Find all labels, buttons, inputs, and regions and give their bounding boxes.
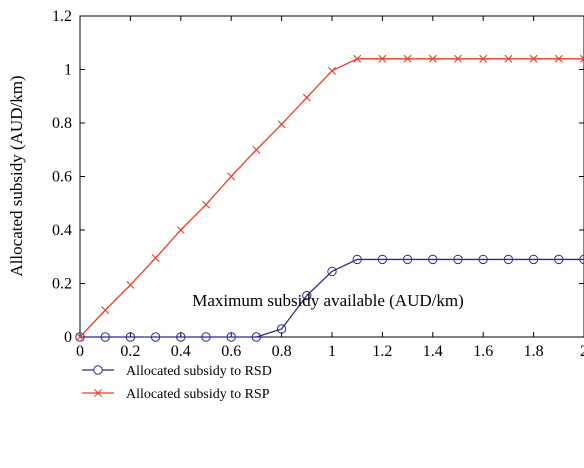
data-point xyxy=(529,54,538,63)
data-point xyxy=(554,254,564,265)
data-point xyxy=(176,332,186,342)
data-point xyxy=(328,66,336,75)
data-point xyxy=(101,306,110,315)
data-point xyxy=(453,254,463,265)
legend-item: Allocated subsidy to RSP xyxy=(82,387,270,402)
data-point xyxy=(276,324,287,334)
y-tick-label: 0.8 xyxy=(52,115,72,132)
data-point xyxy=(125,332,136,342)
data-point xyxy=(353,54,362,63)
data-point xyxy=(580,54,584,63)
legend-marker xyxy=(93,365,103,375)
data-point xyxy=(503,254,514,265)
data-point xyxy=(454,54,462,63)
data-point xyxy=(302,290,312,301)
data-point xyxy=(528,254,539,265)
series-rsd xyxy=(75,254,584,342)
data-point xyxy=(252,145,261,154)
data-point xyxy=(554,54,563,63)
y-axis-label: Allocated subsidy (AUD/km) xyxy=(7,75,26,276)
y-tick-label: 1.2 xyxy=(52,8,72,25)
data-point xyxy=(352,254,362,265)
series-line xyxy=(80,258,584,338)
data-point xyxy=(251,332,262,342)
data-point xyxy=(202,200,210,209)
legend-item: Allocated subsidy to RSD xyxy=(82,364,272,379)
legend: Allocated subsidy to RSD Allocated subsid… xyxy=(82,364,272,402)
x-tick-label: 0.2 xyxy=(120,343,140,360)
plot-frame xyxy=(79,15,584,338)
data-point xyxy=(478,254,488,265)
x-tick-label: 1.8 xyxy=(524,343,544,360)
x-tick-label: 2 xyxy=(580,343,584,360)
series-rsp xyxy=(76,54,584,341)
x-tick-label: 1.6 xyxy=(473,343,493,360)
data-point xyxy=(327,266,337,277)
data-point xyxy=(76,333,84,341)
data-point xyxy=(428,54,437,63)
data-point xyxy=(201,332,211,342)
y-tick-label: 1 xyxy=(64,62,72,79)
legend-label: Allocated subsidy to RSP xyxy=(126,387,270,402)
data-point xyxy=(226,332,236,342)
data-point xyxy=(504,54,513,63)
data-point xyxy=(100,332,110,342)
data-point xyxy=(277,120,286,129)
data-point xyxy=(176,226,185,234)
x-tick-label: 1.4 xyxy=(423,343,443,360)
data-point xyxy=(75,332,85,342)
data-point xyxy=(402,254,413,265)
data-point xyxy=(151,254,160,263)
x-tick-label: 0.6 xyxy=(221,343,241,360)
y-tick-label: 0.4 xyxy=(52,222,72,239)
data-point xyxy=(378,54,387,63)
axes: 0 0.2 0.4 0.6 0.8 1 1.2 1.4 1.6 1.8 2 0 0.2 0.4 0.6 0.8… xyxy=(52,8,584,360)
x-tick-label: 0.4 xyxy=(171,343,191,360)
x-tick-label: 0 xyxy=(76,343,84,360)
data-point xyxy=(227,172,236,181)
data-point xyxy=(479,54,488,63)
legend-label: Allocated subsidy to RSD xyxy=(126,364,272,379)
data-point xyxy=(150,332,161,342)
y-tick-label: 0.2 xyxy=(52,276,72,293)
plot-series xyxy=(75,54,584,342)
x-axis-label: Maximum subsidy available (AUD/km) xyxy=(192,291,464,310)
y-tick-label: 0.6 xyxy=(52,169,72,186)
data-point xyxy=(126,280,135,289)
x-tick-label: 1.2 xyxy=(372,343,392,360)
data-point xyxy=(403,54,412,63)
y-tick-label: 0 xyxy=(64,329,72,346)
x-tick-label: 0.8 xyxy=(272,343,292,360)
data-point xyxy=(302,93,311,102)
data-point xyxy=(428,254,438,265)
data-point xyxy=(377,254,388,265)
legend-marker xyxy=(94,389,102,397)
x-tick-label: 1 xyxy=(328,343,336,360)
